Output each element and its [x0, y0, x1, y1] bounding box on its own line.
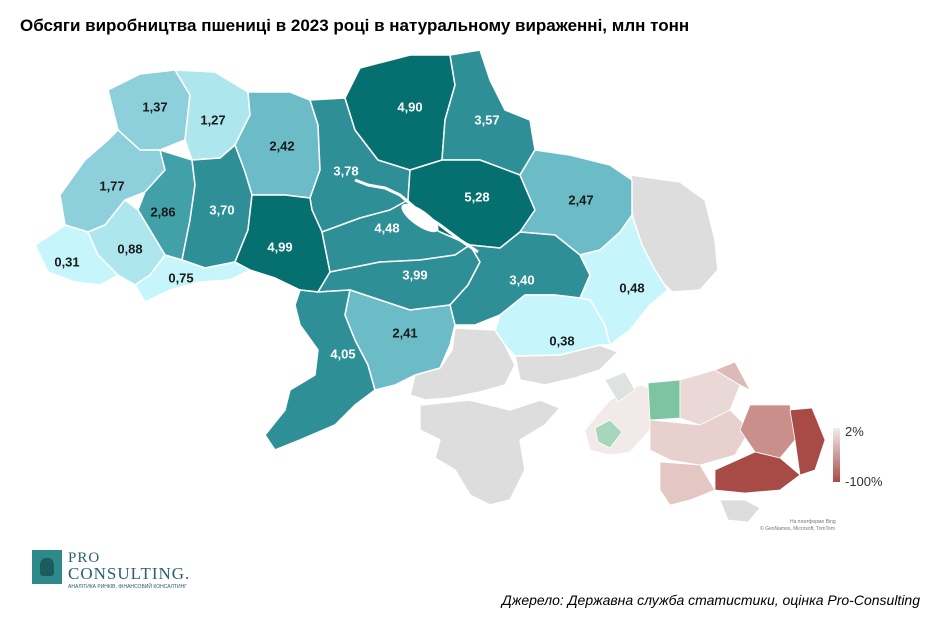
region-zaporizhzhia — [494, 294, 611, 357]
inset-region-green-light — [594, 419, 623, 449]
logo-pro-text: PRO — [68, 550, 101, 566]
region-value-label: 2,42 — [269, 138, 294, 153]
inset-region-mid — [649, 409, 751, 466]
inset-region-south — [659, 461, 716, 506]
inset-region-north — [714, 361, 751, 391]
inset-region-east — [739, 404, 796, 459]
region-mykolaiv — [344, 289, 456, 391]
kyiv-reservoir — [401, 203, 439, 233]
region-value-label: 3,78 — [333, 163, 358, 178]
region-value-label: 0,75 — [168, 270, 193, 285]
region-crimea — [419, 399, 562, 506]
inset-region-nw — [604, 371, 636, 403]
region-value-label: 2,41 — [392, 325, 417, 340]
legend-min-label: -100% — [845, 474, 883, 489]
region-value-label: 3,57 — [474, 112, 499, 127]
region-value-label: 4,48 — [374, 220, 399, 235]
chart-title: Обсяги виробництва пшениці в 2023 році в… — [20, 16, 690, 35]
region-value-label: 2,47 — [568, 192, 593, 207]
inset-region-southeast — [714, 451, 801, 494]
region-value-label: 3,70 — [209, 202, 234, 217]
region-value-label: 3,99 — [402, 267, 427, 282]
inset-change-map: 2% -100% На платформе Bing © GeoNames, M… — [584, 361, 883, 532]
region-value-label: 1,77 — [99, 178, 124, 193]
region-value-label: 1,37 — [142, 99, 167, 114]
region-value-label: 4,99 — [267, 239, 292, 254]
region-value-label: 3,40 — [509, 272, 534, 287]
map-credit-platform: На платформе Bing — [790, 519, 836, 525]
region-chernivtsi — [134, 254, 251, 303]
source-note: Джерело: Державна служба статистики, оці… — [501, 592, 920, 608]
region-value-label: 5,28 — [464, 189, 489, 204]
region-value-label: 4,05 — [330, 346, 355, 361]
region-value-label: 0,31 — [54, 254, 79, 269]
inset-region-far-east — [789, 407, 826, 476]
inset-region-green — [647, 379, 681, 421]
logo-subtitle: АНАЛІТИКА РИНКІВ, ФІНАНСОВИЙ КОНСАЛТИНГ — [68, 584, 187, 590]
region-value-label: 0,48 — [619, 280, 644, 295]
inset-region-crimea — [719, 499, 761, 523]
region-value-label: 0,38 — [549, 333, 574, 348]
region-value-label: 0,88 — [117, 241, 142, 256]
region-value-label: 1,27 — [200, 112, 225, 127]
legend-max-label: 2% — [845, 424, 864, 439]
pro-consulting-logo: PRO CONSULTING. АНАЛІТИКА РИНКІВ, ФІНАНС… — [32, 550, 202, 590]
region-value-label: 2,86 — [150, 204, 175, 219]
logo-consulting-text: CONSULTING. — [68, 564, 191, 583]
legend-color-scale — [833, 428, 840, 482]
logo-mark-icon — [32, 550, 62, 584]
map-credit-attribution: © GeoNames, Microsoft, TomTom — [760, 525, 835, 532]
dnipro-river — [354, 178, 479, 254]
region-value-label: 4,90 — [397, 99, 422, 114]
